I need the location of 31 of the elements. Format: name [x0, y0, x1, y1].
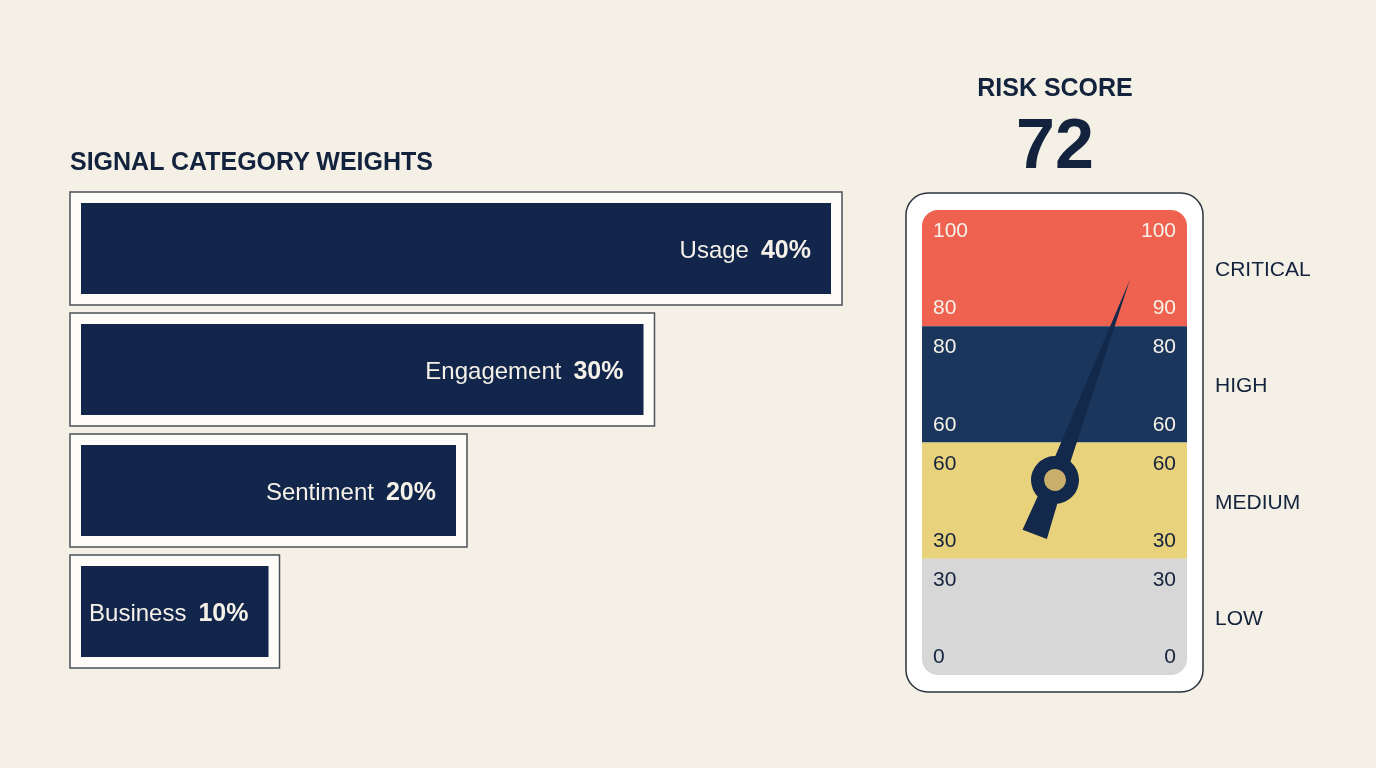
category-label: HIGH [1215, 373, 1268, 397]
text: 0 [1164, 644, 1176, 667]
category-label: CRITICAL [1215, 257, 1311, 281]
text: 90 [1152, 295, 1176, 319]
text: 80 [1152, 334, 1176, 358]
text: 100 [1140, 218, 1176, 241]
text: 30 [933, 527, 957, 551]
text: 80 [933, 295, 957, 319]
text: 30 [1152, 566, 1176, 590]
chart-title: SIGNAL CATEGORY WEIGHTS [70, 147, 433, 175]
data-label: 10% [198, 597, 249, 626]
text: 72 [1016, 105, 1094, 183]
text: 60 [1152, 450, 1176, 474]
text: 0 [933, 644, 945, 667]
data-label: 20% [385, 476, 436, 505]
data-label: 40% [760, 234, 811, 263]
text: 60 [1152, 411, 1176, 435]
y-tick-label: Engagement [425, 356, 562, 384]
category-label: MEDIUM [1215, 489, 1301, 513]
text: 60 [933, 411, 957, 435]
text: 60 [933, 450, 957, 474]
text: 30 [933, 566, 957, 590]
text: 80 [933, 334, 957, 358]
text: RISK SCORE [977, 73, 1133, 101]
category-label: LOW [1215, 605, 1264, 629]
data-label: 30% [573, 355, 624, 384]
text: 30 [1152, 527, 1176, 551]
text: 100 [933, 218, 969, 241]
y-tick-label: Sentiment [265, 477, 375, 505]
y-tick-label: Business [89, 598, 187, 626]
y-tick-label: Usage [679, 235, 749, 263]
